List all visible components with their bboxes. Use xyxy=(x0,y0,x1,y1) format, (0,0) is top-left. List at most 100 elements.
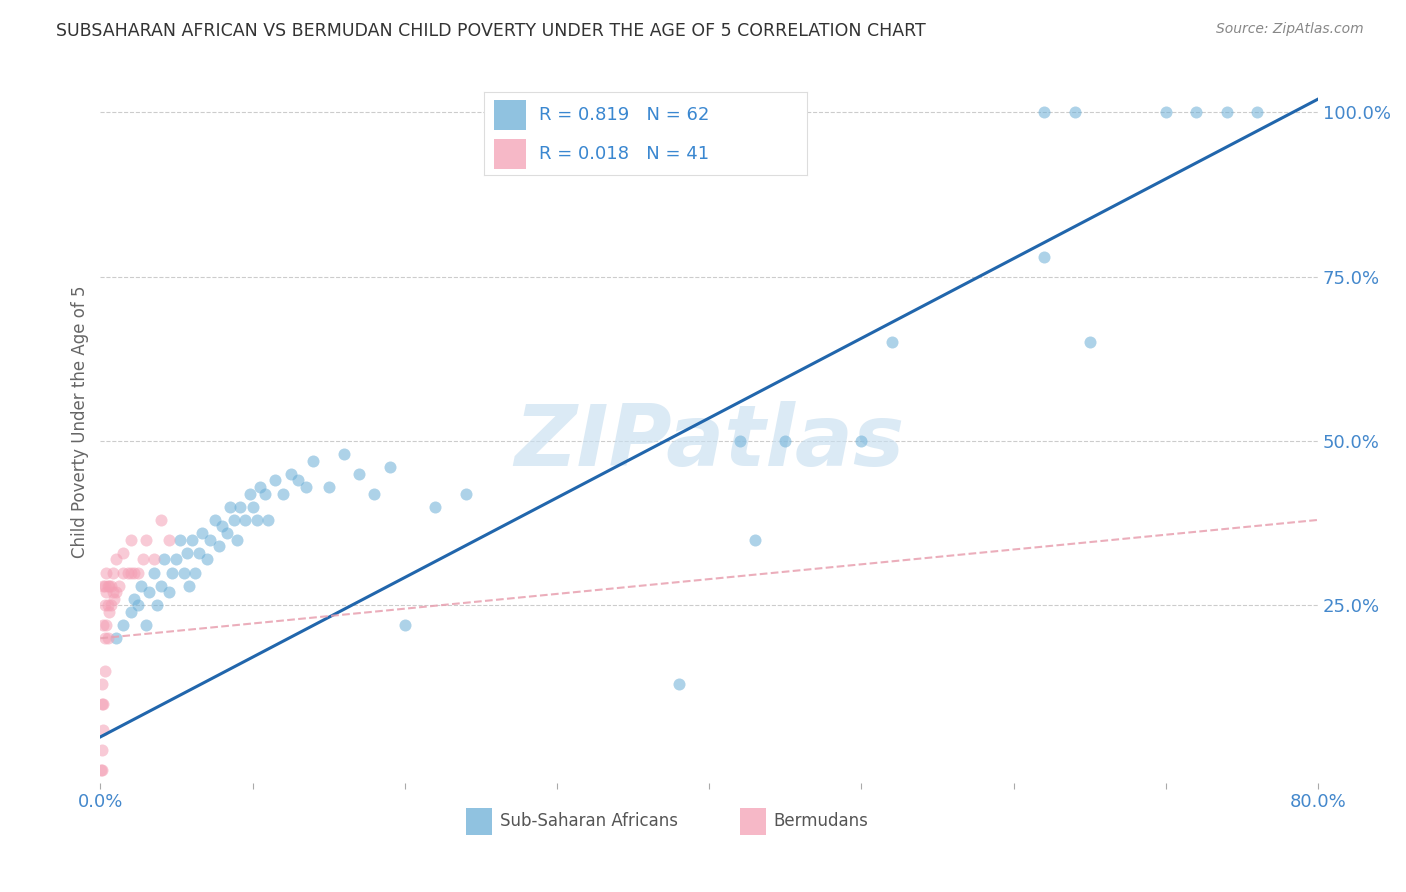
Point xyxy=(135,618,157,632)
Point xyxy=(120,605,142,619)
Point xyxy=(215,526,238,541)
Point xyxy=(97,632,120,646)
Point xyxy=(96,566,118,580)
Point xyxy=(160,566,183,580)
Point xyxy=(318,480,340,494)
Point xyxy=(96,585,118,599)
Text: Sub-Saharan Africans: Sub-Saharan Africans xyxy=(499,813,678,830)
Y-axis label: Child Poverty Under the Age of 5: Child Poverty Under the Age of 5 xyxy=(72,285,89,558)
Point xyxy=(880,335,903,350)
Point xyxy=(101,566,124,580)
Point xyxy=(157,533,180,547)
Bar xyxy=(465,807,492,835)
Point xyxy=(93,579,115,593)
Point xyxy=(96,618,118,632)
Point xyxy=(191,526,214,541)
Point xyxy=(295,480,318,494)
Point xyxy=(122,566,145,580)
Point xyxy=(218,500,240,514)
Point xyxy=(112,618,135,632)
Point xyxy=(100,579,122,593)
Point xyxy=(238,486,260,500)
Bar xyxy=(740,807,766,835)
Point xyxy=(94,579,117,593)
Point xyxy=(454,486,477,500)
Point xyxy=(98,579,121,593)
Point xyxy=(145,599,167,613)
Point xyxy=(775,434,797,448)
Point xyxy=(851,434,873,448)
Point xyxy=(120,566,142,580)
Point xyxy=(1185,105,1208,120)
Point xyxy=(169,533,191,547)
Point xyxy=(744,533,766,547)
Point xyxy=(98,605,121,619)
Point xyxy=(127,599,149,613)
Point xyxy=(104,632,127,646)
Point xyxy=(94,599,117,613)
Point xyxy=(198,533,221,547)
Point xyxy=(135,533,157,547)
Point xyxy=(425,500,447,514)
Point xyxy=(93,723,115,738)
Point xyxy=(302,454,325,468)
Point xyxy=(173,566,195,580)
Point xyxy=(131,579,153,593)
Point xyxy=(103,591,125,606)
Point xyxy=(101,585,124,599)
Point xyxy=(90,763,112,777)
Point xyxy=(112,566,135,580)
Point xyxy=(127,566,149,580)
Point xyxy=(120,533,142,547)
Point xyxy=(90,763,112,777)
Point xyxy=(180,533,202,547)
Point xyxy=(728,434,751,448)
Point xyxy=(1078,335,1101,350)
Point xyxy=(347,467,370,481)
Point xyxy=(264,474,287,488)
Point xyxy=(138,585,160,599)
Point xyxy=(1246,105,1268,120)
Point xyxy=(188,546,211,560)
Point xyxy=(204,513,226,527)
Point xyxy=(132,552,155,566)
Point xyxy=(363,486,385,500)
Point xyxy=(150,579,173,593)
Point xyxy=(1154,105,1177,120)
Point xyxy=(183,566,205,580)
Point xyxy=(107,579,129,593)
Point xyxy=(1033,105,1056,120)
Point xyxy=(104,552,127,566)
Point xyxy=(90,697,112,711)
Point xyxy=(94,664,117,678)
Point xyxy=(177,579,200,593)
Point xyxy=(229,500,252,514)
Point xyxy=(112,546,135,560)
Point xyxy=(176,546,198,560)
Point xyxy=(94,632,117,646)
Point xyxy=(253,486,276,500)
Point xyxy=(195,552,218,566)
Point xyxy=(117,566,139,580)
Point xyxy=(104,585,127,599)
Point xyxy=(280,467,302,481)
Point xyxy=(100,599,122,613)
Point xyxy=(226,533,249,547)
Point xyxy=(97,599,120,613)
Text: ZIPatlas: ZIPatlas xyxy=(515,401,904,484)
Text: Bermudans: Bermudans xyxy=(773,813,869,830)
Text: SUBSAHARAN AFRICAN VS BERMUDAN CHILD POVERTY UNDER THE AGE OF 5 CORRELATION CHAR: SUBSAHARAN AFRICAN VS BERMUDAN CHILD POV… xyxy=(56,22,927,40)
Point xyxy=(211,519,233,533)
Point xyxy=(166,552,188,566)
Point xyxy=(333,447,356,461)
Point xyxy=(93,618,115,632)
Text: Source: ZipAtlas.com: Source: ZipAtlas.com xyxy=(1216,22,1364,37)
Point xyxy=(233,513,256,527)
Point xyxy=(271,486,294,500)
Point xyxy=(256,513,278,527)
Point xyxy=(1033,250,1056,264)
Point xyxy=(150,513,173,527)
Point xyxy=(142,566,165,580)
Point xyxy=(90,743,112,757)
Point xyxy=(287,474,309,488)
